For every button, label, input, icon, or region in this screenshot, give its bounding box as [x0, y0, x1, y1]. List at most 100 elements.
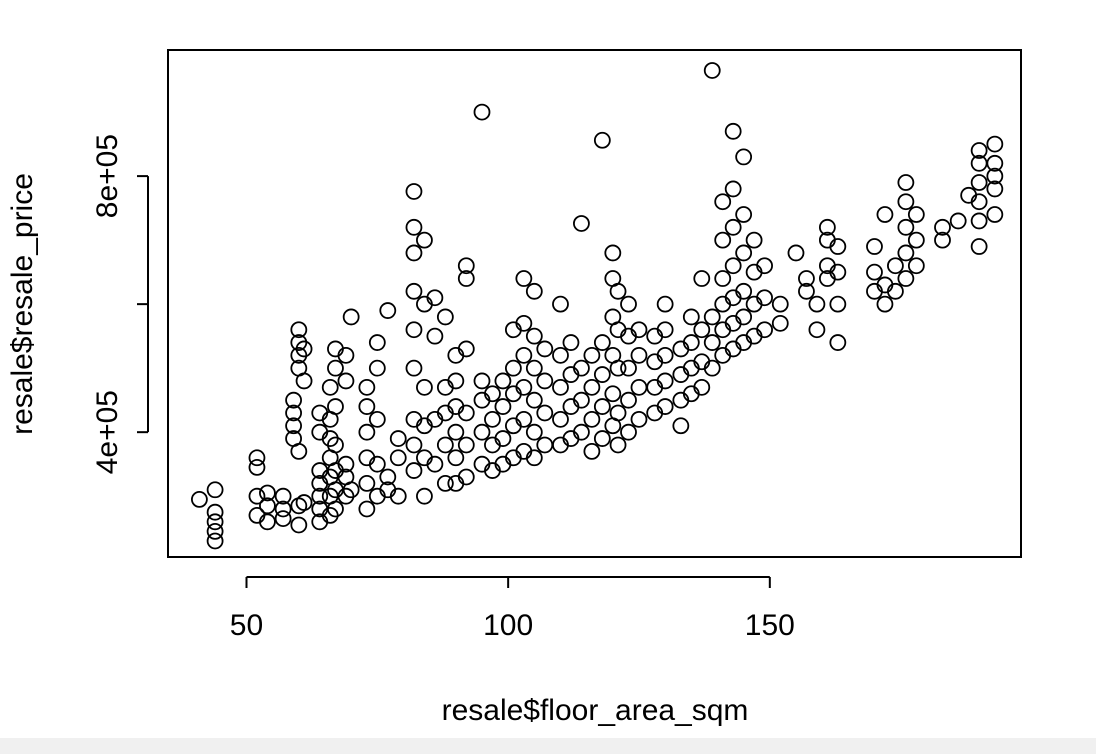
point: [484, 410, 501, 428]
point: [672, 417, 690, 435]
point: [447, 449, 465, 467]
point: [259, 513, 276, 531]
point: [290, 321, 308, 339]
point: [206, 503, 224, 521]
point: [573, 359, 590, 377]
point: [593, 131, 611, 149]
point: [703, 334, 721, 351]
point: [787, 244, 805, 262]
point: [583, 378, 601, 396]
point: [897, 174, 915, 191]
point: [609, 282, 627, 300]
x-tick-label: 100: [483, 609, 533, 642]
point: [536, 404, 554, 422]
bottom-strip: [0, 738, 1096, 754]
point: [259, 484, 276, 502]
point: [515, 378, 533, 396]
point: [724, 257, 742, 275]
point: [248, 487, 266, 505]
point: [724, 122, 742, 140]
y-tick-label: 4e+05: [91, 390, 124, 474]
point: [986, 135, 1004, 153]
point: [389, 449, 407, 467]
point: [970, 193, 988, 211]
point: [829, 238, 847, 255]
point: [986, 154, 1004, 172]
point: [342, 481, 360, 499]
point: [405, 321, 423, 339]
point: [756, 321, 773, 339]
point: [745, 231, 763, 249]
point: [327, 398, 344, 415]
point: [552, 378, 569, 396]
point: [866, 238, 883, 255]
point: [416, 231, 433, 249]
point: [735, 282, 753, 300]
point: [756, 289, 773, 307]
point: [358, 423, 376, 441]
point: [897, 218, 915, 236]
point: [525, 359, 543, 377]
point: [525, 449, 543, 467]
point: [274, 487, 292, 505]
point: [693, 321, 711, 339]
point: [337, 346, 355, 364]
point: [515, 270, 533, 287]
point: [714, 270, 732, 287]
point: [473, 372, 491, 390]
point: [290, 497, 308, 515]
point: [609, 359, 627, 377]
point: [970, 238, 988, 255]
point: [416, 378, 433, 396]
point: [389, 430, 407, 447]
point: [682, 308, 700, 326]
point: [887, 257, 904, 275]
point: [515, 410, 533, 428]
point: [206, 513, 224, 531]
point: [504, 359, 522, 377]
point: [457, 404, 475, 422]
point: [630, 378, 648, 396]
point: [405, 359, 423, 377]
point: [949, 212, 967, 230]
point: [259, 497, 276, 515]
point: [703, 62, 721, 79]
point: [970, 212, 988, 230]
point: [808, 295, 826, 313]
point: [986, 180, 1004, 198]
point: [798, 282, 815, 300]
point: [457, 468, 475, 486]
y-axis-label: resale$resale_price: [6, 173, 39, 435]
point: [630, 321, 648, 339]
point: [656, 372, 674, 390]
point: [405, 462, 423, 479]
point: [274, 500, 292, 518]
point: [368, 455, 386, 473]
point: [436, 436, 454, 454]
point: [405, 244, 423, 262]
point: [593, 430, 611, 447]
point: [593, 398, 611, 415]
point: [829, 334, 847, 351]
point: [829, 295, 847, 313]
point: [771, 314, 789, 332]
point: [620, 391, 637, 409]
point: [379, 302, 397, 319]
point: [342, 308, 360, 326]
point: [457, 270, 475, 287]
point: [426, 327, 444, 345]
point: [656, 398, 674, 415]
point: [515, 346, 533, 364]
point: [405, 183, 423, 200]
point: [368, 410, 386, 428]
point: [573, 215, 590, 232]
point: [714, 193, 732, 211]
point: [358, 378, 376, 396]
point: [693, 270, 711, 287]
point: [337, 372, 355, 390]
point: [887, 282, 904, 300]
point: [327, 436, 344, 454]
point: [808, 321, 826, 339]
point: [426, 455, 444, 473]
point: [573, 423, 590, 441]
